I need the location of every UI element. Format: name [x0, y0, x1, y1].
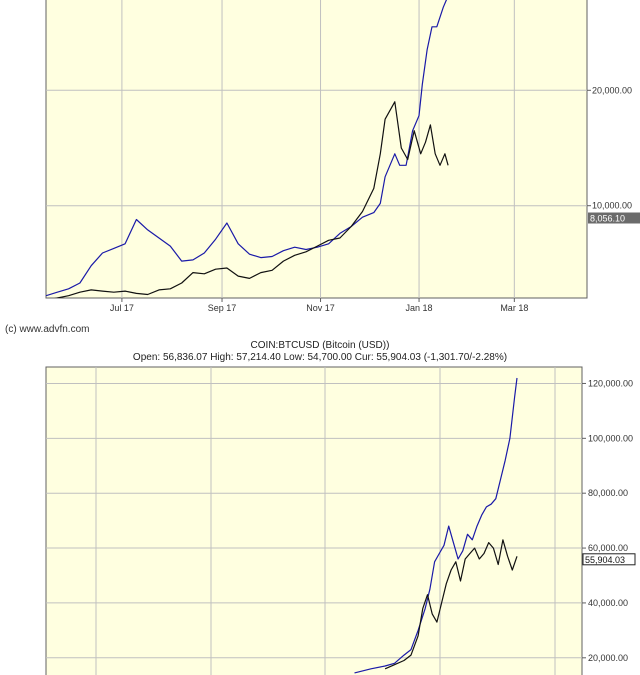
y-tick-label: 10,000.00 — [592, 201, 632, 211]
y-tick-label: 20,000.00 — [592, 85, 632, 95]
last-value-label: 8,056.10 — [590, 214, 625, 224]
copyright-credit: (c) www.advfn.com — [5, 324, 90, 335]
x-tick-label: Jan 18 — [406, 303, 433, 313]
series-line-2 — [54, 101, 449, 298]
y-tick-label: 100,000.00 — [588, 433, 633, 443]
x-tick-label: Sep 17 — [208, 303, 237, 313]
chart-top: Jul 17 Sep 17 Nov 17 Jan 18 Mar 18 10,000.00 2… — [45, 0, 640, 313]
plot-area — [45, 0, 588, 299]
chart-bottom: 20,000.00 40,000.00 60,000.00 80,000.00 100,… — [45, 366, 636, 675]
plot-area — [45, 366, 583, 675]
y-tick-label: 40,000.00 — [588, 598, 628, 608]
y-tick-label: 80,000.00 — [588, 488, 628, 498]
series-line-1 — [46, 0, 448, 297]
series-line-1 — [354, 377, 518, 674]
x-tick-label: Jul 17 — [110, 303, 134, 313]
x-tick-label: Nov 17 — [306, 303, 335, 313]
x-tick-label: Mar 18 — [500, 303, 528, 313]
last-value-box — [582, 553, 636, 566]
chart-title: COIN:BTCUSD (Bitcoin (USD)) — [250, 340, 390, 351]
price-summary: Open: 56,836.07 High: 57,214.40 Low: 54,… — [132, 352, 508, 363]
y-tick-label: 120,000.00 — [588, 378, 633, 388]
y-tick-label: 20,000.00 — [588, 653, 628, 663]
last-value-box — [588, 212, 640, 224]
y-tick-label: 60,000.00 — [588, 543, 628, 553]
series-line-2 — [384, 539, 518, 670]
last-value-label: 55,904.03 — [585, 555, 625, 565]
